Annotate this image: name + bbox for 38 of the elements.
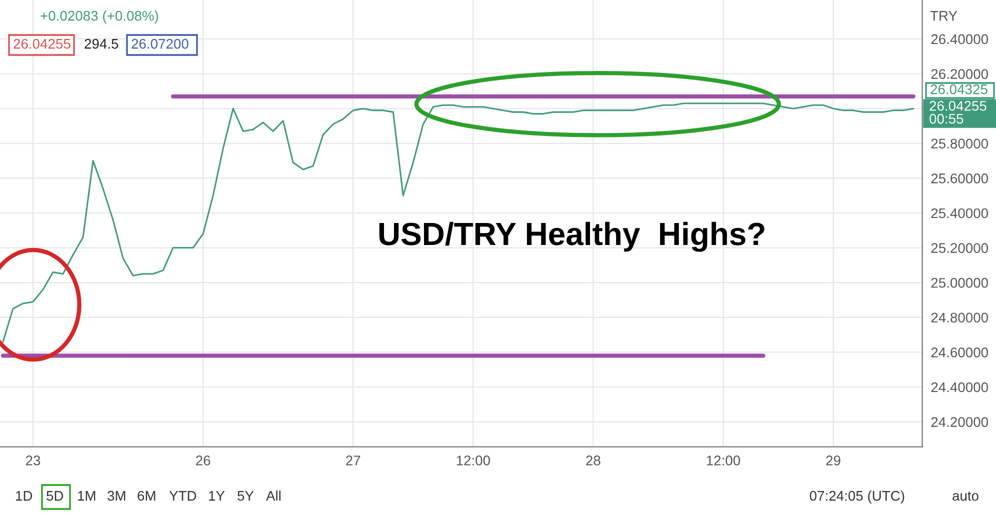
x-tick-label: 27 [346, 456, 360, 466]
x-tick-label: 28 [586, 456, 600, 466]
y-tick-label: 25.20000 [931, 243, 988, 253]
y-tick-label: 25.80000 [931, 138, 988, 149]
text: 1Y [209, 491, 225, 501]
text: YTD [169, 491, 196, 501]
text: TRY [930, 11, 958, 21]
text: auto [952, 492, 978, 501]
text: 6M [138, 490, 156, 501]
x-tick-label: 29 [826, 456, 840, 466]
text: All [266, 490, 281, 501]
y-tick-label: 26.40000 [931, 34, 988, 44]
x-tick-label: 12:00 [706, 456, 740, 466]
y-tick-label: 25.00000 [931, 278, 988, 288]
x-tick-label: 12:00 [456, 456, 490, 466]
y-tick-label: 24.20000 [931, 417, 988, 427]
x-tick-label: 26 [196, 456, 210, 466]
text: 5D [46, 491, 64, 501]
text: 1M [78, 491, 96, 501]
annotation: 26.04255 [14, 38, 70, 49]
text: 07:24:05 (UTC) [810, 490, 904, 504]
text: USD/TRY Healthy Highs? [379, 222, 764, 252]
text: 5Y [238, 491, 254, 501]
y-tick-label: 25.60000 [931, 174, 988, 184]
y-tick-label: 25.40000 [931, 208, 988, 218]
text: 26.04325 [930, 84, 988, 94]
line-series [2, 102, 914, 343]
x-tick-label: 23 [26, 456, 40, 466]
y-tick-label: 26.20000 [931, 69, 988, 79]
text: 1D [16, 491, 32, 501]
text: 3M [108, 490, 126, 501]
annotation: 26.07200 [132, 38, 188, 49]
y-tick-label: 24.40000 [931, 382, 988, 392]
text: 26.04255 00:55 [930, 100, 986, 124]
y-tick-label: 24.80000 [931, 312, 988, 323]
annotation: +0.02083 (+0.08%) [40, 10, 158, 24]
y-tick-label: 24.60000 [931, 348, 988, 358]
annotation: 294.5 [84, 38, 118, 49]
